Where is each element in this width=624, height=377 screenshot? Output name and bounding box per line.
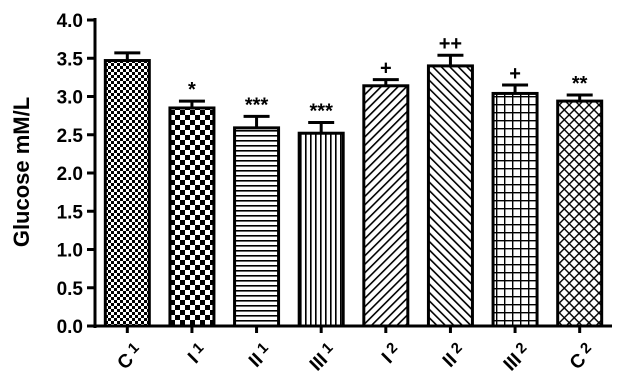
significance-label: +: [380, 58, 392, 80]
x-tick-label: III1: [305, 339, 341, 375]
bar-group: +: [491, 63, 539, 328]
significance-label: +: [509, 63, 521, 85]
significance-label: ***: [245, 94, 269, 116]
bar: [103, 59, 151, 328]
bar: [233, 126, 281, 328]
y-tick-label: 2.5: [57, 126, 84, 147]
bar-group: +: [362, 58, 410, 328]
x-tick-label: II2: [438, 339, 470, 371]
significance-label: ++: [439, 33, 462, 55]
significance-label: **: [572, 73, 588, 95]
bar: [168, 106, 216, 328]
bars: **** ***++++ **: [103, 33, 604, 328]
y-tick-label: 1.0: [57, 241, 83, 262]
bar-group: [103, 51, 151, 328]
bar-group: ++: [426, 33, 474, 328]
significance-label: *: [188, 79, 196, 101]
bar-group: **: [556, 73, 604, 328]
y-axis-title: Glucose mM/L: [9, 97, 34, 247]
x-tick-label: C2: [565, 339, 600, 374]
x-tick-label: I2: [377, 339, 406, 368]
x-tick-label: I1: [183, 339, 212, 368]
bar-group: *: [168, 79, 216, 328]
y-tick-label: 0.0: [57, 317, 83, 338]
bar: [556, 99, 604, 328]
x-tick-label: III2: [498, 339, 534, 375]
y-tick-label: 4.0: [57, 11, 83, 32]
bar-group: ***: [233, 94, 281, 328]
bar-group: ***: [297, 101, 345, 328]
x-tick-label: C1: [112, 339, 147, 374]
x-tick-label: II1: [244, 339, 276, 371]
y-tick-label: 1.5: [57, 202, 84, 223]
y-tick-label: 3.0: [57, 88, 83, 109]
bar: [491, 91, 539, 328]
bar: [362, 84, 410, 328]
y-tick-label: 0.5: [57, 279, 84, 300]
x-axis: C1 I1 II1 III1 I2 II2 III2 C2: [93, 324, 612, 375]
bar: [426, 64, 474, 328]
significance-label: ***: [310, 101, 334, 123]
y-axis: 0.0 0.5 1.0 1.5 2.0 2.5 3.0 3.5 4.0: [57, 11, 97, 338]
bar: [297, 131, 345, 328]
y-tick-label: 2.0: [57, 164, 83, 185]
y-tick-label: 3.5: [57, 49, 84, 70]
